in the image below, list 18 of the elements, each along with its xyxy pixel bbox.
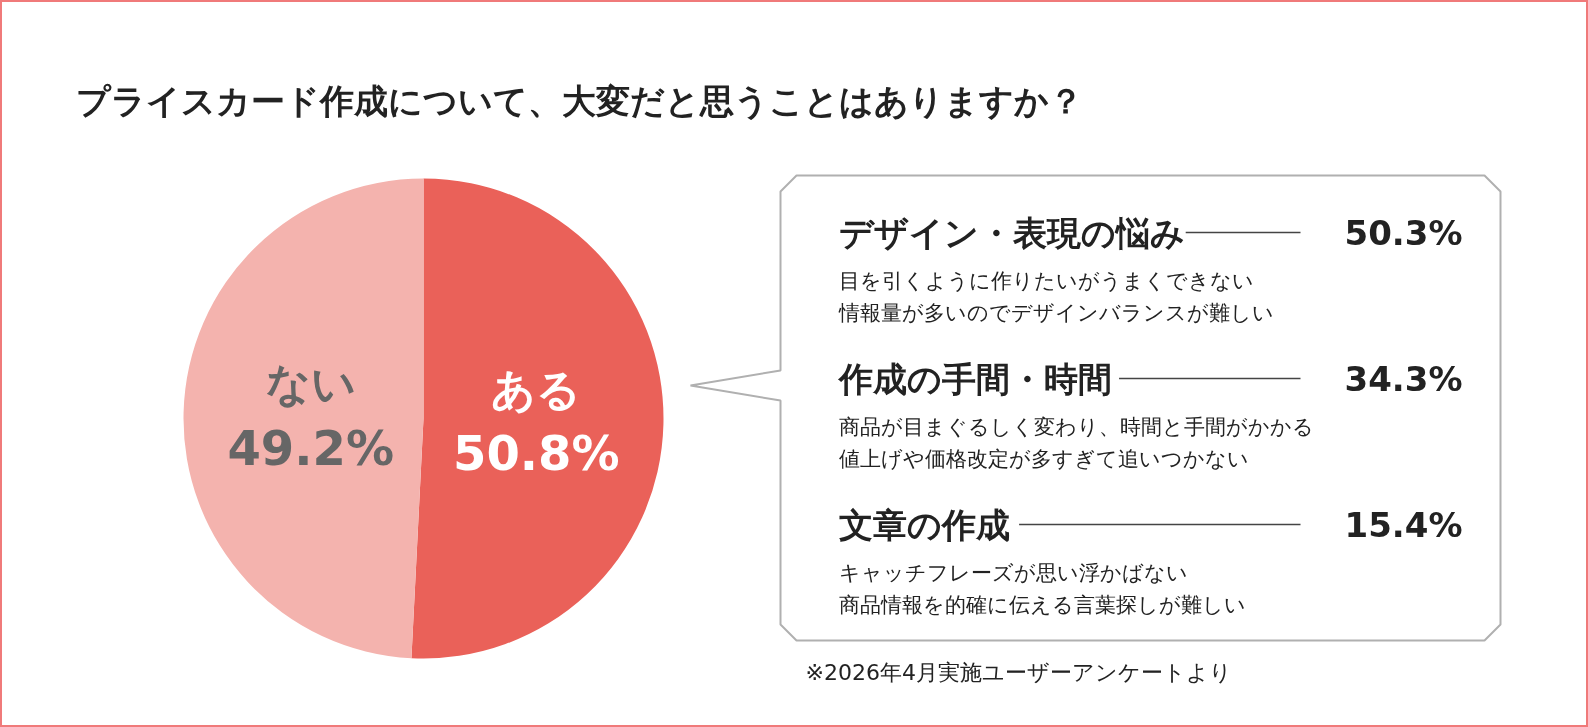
- text: 50.3%: [1344, 212, 1463, 253]
- category-label: デザイン・表現の悩み: [838, 212, 1185, 253]
- text: 値上げや価格改定が多すぎて追いつかない: [838, 446, 1249, 471]
- chart-title: プライスカード作成について、大変だと思うことはありますか？: [75, 80, 1083, 121]
- text: 目を引くように作りたいがうまくできない: [838, 268, 1254, 293]
- text: 15.4%: [1344, 504, 1463, 545]
- text: キャッチフレーズが思い浮かばない: [838, 560, 1188, 585]
- text: 商品が目まぐるしく変わり、時間と手間がかかる: [838, 414, 1314, 439]
- slice-label: ない: [265, 358, 356, 410]
- data-label: 50.8%: [453, 425, 620, 482]
- category-label: 文章の作成: [838, 504, 1010, 545]
- data-label: 49.2%: [227, 419, 395, 476]
- text: 商品情報を的確に伝える言葉探しが難しい: [838, 592, 1246, 617]
- slice-label: ある: [491, 363, 582, 415]
- text: 34.3%: [1344, 358, 1463, 399]
- text: ※2026年4月実施ユーザーアンケートより: [805, 660, 1232, 685]
- text: 情報量が多いのでデザインバランスが難しい: [837, 300, 1274, 325]
- category-label: 作成の手間・時間: [836, 358, 1112, 399]
